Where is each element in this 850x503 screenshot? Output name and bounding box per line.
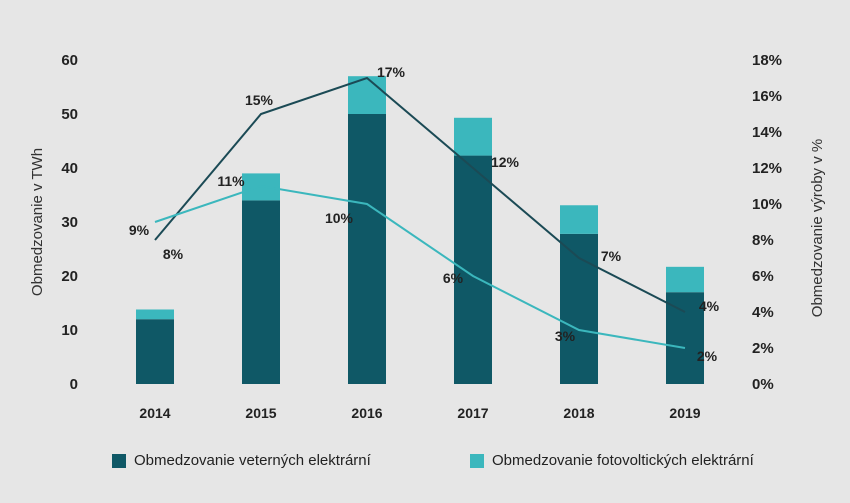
bar-wind — [348, 114, 386, 384]
legend-label-solar: Obmedzovanie fotovoltických elektrární — [492, 452, 754, 469]
bar-wind — [242, 200, 280, 384]
x-tick-label: 2015 — [245, 405, 276, 421]
bar-wind — [136, 319, 174, 384]
y-right-tick-label: 12% — [752, 160, 782, 177]
x-tick-label: 2019 — [669, 405, 700, 421]
legend-swatch-solar — [470, 453, 484, 468]
legend-label-wind: Obmedzovanie veterných elektrární — [134, 452, 371, 469]
combo-chart: 0 10 20 30 40 50 60 0% 2% 4% 6% 8% 10% 12% 14% 16% 18% Ob… — [29, 52, 826, 421]
y-right-tick-label: 16% — [752, 88, 782, 105]
x-tick-label: 2014 — [139, 405, 170, 421]
y-right-tick-label: 6% — [752, 268, 774, 285]
bar-wind — [454, 155, 492, 384]
y-right-tick-label: 10% — [752, 196, 782, 213]
data-label-line2: 3% — [555, 328, 576, 344]
data-label-line2: 2% — [697, 348, 718, 364]
y-left-tick-label: 0 — [70, 376, 78, 393]
y-right-axis-title: Obmedzovanie výroby v % — [809, 139, 826, 317]
bar-solar — [560, 205, 598, 234]
y-left-tick-label: 20 — [61, 268, 78, 285]
data-label-line1: 8% — [163, 246, 184, 262]
y-right-tick-label: 0% — [752, 376, 774, 393]
data-label-line1: 15% — [245, 92, 274, 108]
y-left-tick-label: 40 — [61, 160, 78, 177]
data-label-line2: 10% — [325, 210, 354, 226]
x-tick-label: 2018 — [563, 405, 594, 421]
line-total-curtailment — [154, 76, 686, 313]
x-tick-label: 2017 — [457, 405, 488, 421]
data-label-line2: 11% — [217, 173, 245, 189]
y-left-tick-label: 10 — [61, 322, 78, 339]
bar-solar — [136, 309, 174, 320]
y-right-tick-label: 8% — [752, 232, 774, 249]
y-left-axis-title: Obmedzovanie v TWh — [29, 148, 46, 296]
data-label-line1: 7% — [601, 248, 622, 264]
y-right-tick-label: 2% — [752, 340, 774, 357]
y-right-tick-label: 4% — [752, 304, 774, 321]
y-left-tick-label: 50 — [61, 106, 78, 123]
bar-solar — [454, 117, 492, 156]
x-tick-label: 2016 — [351, 405, 382, 421]
y-left-tick-label: 30 — [61, 214, 78, 231]
y-left-tick-label: 60 — [61, 52, 78, 69]
legend-swatch-wind — [112, 453, 126, 468]
data-label-line2: 9% — [129, 222, 150, 238]
legend-item-wind: Obmedzovanie veterných elektrární — [112, 452, 371, 469]
data-label-line1: 12% — [491, 154, 520, 170]
bar-solar — [666, 266, 704, 293]
bar-wind — [666, 292, 704, 384]
data-label-line1: 17% — [377, 64, 406, 80]
data-label-line2: 6% — [443, 270, 464, 286]
y-right-tick-label: 18% — [752, 52, 782, 69]
line-solar-share — [154, 184, 686, 349]
bar-wind — [560, 233, 598, 384]
legend-item-solar: Obmedzovanie fotovoltických elektrární — [470, 452, 754, 469]
data-label-line1: 4% — [699, 298, 720, 314]
y-right-tick-label: 14% — [752, 124, 782, 141]
